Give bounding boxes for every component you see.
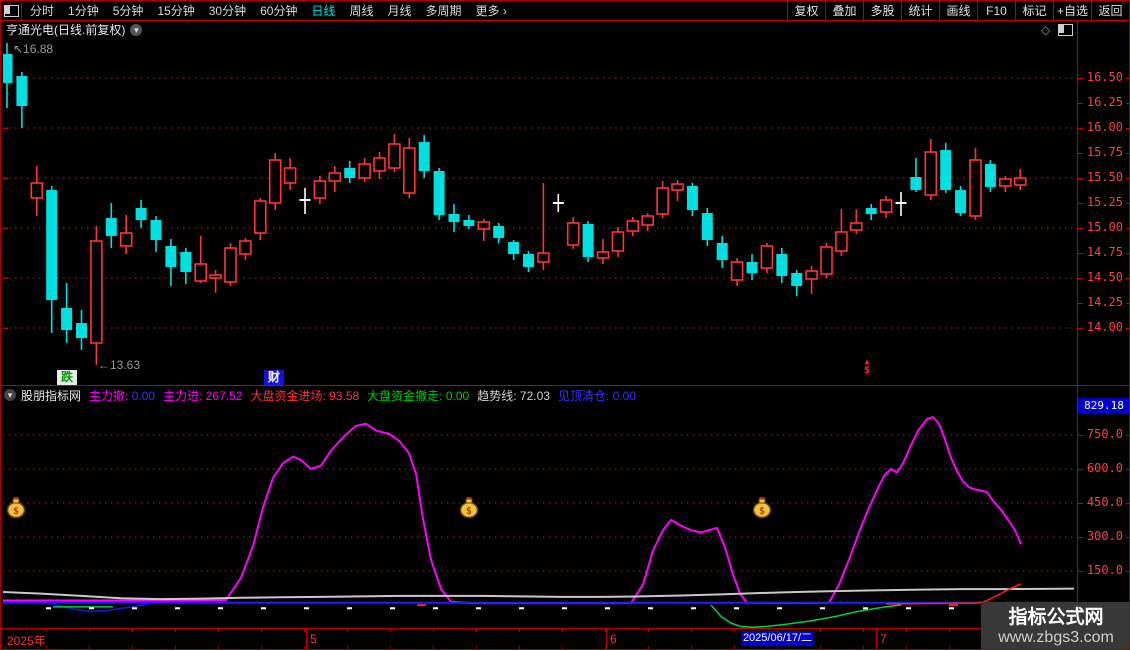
watermark: 指标公式网 www.zbgs3.com: [981, 602, 1129, 649]
period-tab-5分钟[interactable]: 5分钟: [112, 4, 144, 18]
period-tab-多周期[interactable]: 多周期: [425, 4, 462, 18]
indicator-field: 主力撤: 0.00: [89, 388, 156, 403]
indicator-axis-label: 600.0: [1086, 460, 1123, 475]
period-tab-15分钟[interactable]: 15分钟: [157, 4, 195, 18]
price-axis-label: 14.25: [1086, 295, 1123, 309]
date-axis: 2025/06/17/二 2025年 5 6 7: [1, 629, 1129, 649]
period-tab-1分钟[interactable]: 1分钟: [68, 4, 99, 18]
toolbar-button-标记[interactable]: 标记: [1015, 1, 1053, 20]
title-row: 亨通光电(日线.前复权) ▾: [1, 21, 1129, 38]
toolbar-button-返回[interactable]: 返回: [1091, 1, 1129, 20]
toolbar-button-统计[interactable]: 统计: [901, 1, 939, 20]
indicator-field: 大盘资金撤走: 0.00: [367, 388, 470, 403]
date-axis-label: 6: [610, 632, 617, 646]
price-axis-label: 14.00: [1086, 320, 1123, 334]
indicator-field: 趋势线: 72.03: [477, 388, 550, 403]
axis-separator: [1077, 21, 1078, 629]
buy-signal-dollar-icon: ▲ $: [863, 357, 871, 376]
indicator-chart[interactable]: $ $ $: [3, 403, 1076, 629]
price-axis-label: 14.50: [1086, 270, 1123, 284]
indicator-values: 主力撤: 0.00 主力进: 267.52 大盘资金进场: 93.58 大盘资金撤走:…: [81, 387, 636, 403]
svg-text:$: $: [466, 506, 472, 517]
indicator-axis: 750.0 600.0 450.0 300.0 150.0: [1078, 403, 1129, 629]
indicator-axis-label: 150.0: [1086, 562, 1123, 577]
indicator-field: 见顶清仓: 0.00: [557, 388, 636, 403]
price-axis: 16.50 16.25 16.00 15.75 15.50 15.25 15.00 14.75…: [1078, 39, 1129, 386]
highlighted-date: 2025/06/17/二: [741, 631, 814, 646]
toolbar-button-+自选[interactable]: +自选: [1053, 1, 1091, 20]
date-axis-label: 5: [310, 632, 317, 646]
money-bag-icon: $: [6, 497, 26, 519]
svg-text:$: $: [13, 506, 19, 517]
period-tab-分时[interactable]: 分时: [30, 4, 55, 18]
period-toolbar: 分时 1分钟 5分钟 15分钟 30分钟 60分钟 日线 周线 月线 多周期 更多 › 复权 叠加 多股…: [1, 1, 1129, 21]
watermark-site-name: 指标公式网: [1008, 606, 1104, 628]
toolbar-button-F10[interactable]: F10: [977, 1, 1015, 20]
indicator-field: 主力进: 267.52: [163, 388, 243, 403]
diamond-icon[interactable]: ◇: [1041, 23, 1051, 37]
period-tab-60分钟[interactable]: 60分钟: [260, 4, 298, 18]
period-tab-更多 ›[interactable]: 更多 ›: [475, 4, 507, 18]
indicator-axis-max: 829.18: [1078, 398, 1129, 413]
chevron-down-icon[interactable]: ▾: [130, 23, 143, 36]
xaxis-top-line: [1, 628, 1129, 629]
highest-price-annotation: ↖16.88: [13, 42, 54, 56]
toolbar-button-画线[interactable]: 画线: [939, 1, 977, 20]
toolbar-button-多股[interactable]: 多股: [863, 1, 901, 20]
indicator-axis-label: 750.0: [1086, 426, 1123, 441]
pane-divider: [1, 385, 1129, 386]
money-bag-icon: $: [752, 497, 772, 519]
layout-icon[interactable]: [1, 1, 22, 20]
toolbar-button-叠加[interactable]: 叠加: [825, 1, 863, 20]
period-tab-周线[interactable]: 周线: [349, 4, 374, 18]
money-bag-icon: $: [459, 497, 479, 519]
lowest-price-annotation: ←13.63: [98, 358, 141, 372]
toolbar-button-复权[interactable]: 复权: [787, 1, 825, 20]
price-axis-label: 15.50: [1086, 170, 1123, 184]
indicator-axis-label: 450.0: [1086, 494, 1123, 509]
price-axis-label: 15.75: [1086, 145, 1123, 159]
price-axis-label: 16.25: [1086, 95, 1123, 109]
cai-badge: 财: [264, 370, 284, 385]
down-badge: 跌: [57, 370, 77, 385]
action-buttons: 复权 叠加 多股 统计 画线 F10 标记 +自选 返回: [787, 1, 1129, 20]
period-tabs: 分时 1分钟 5分钟 15分钟 30分钟 60分钟 日线 周线 月线 多周期 更多 ›: [22, 2, 507, 19]
indicator-source: 股朋指标网: [21, 388, 82, 403]
price-axis-label: 15.25: [1086, 195, 1123, 209]
indicator-chevron-icon[interactable]: ▾: [4, 389, 16, 401]
price-axis-label: 16.50: [1086, 70, 1123, 84]
date-axis-label: 2025年: [7, 634, 46, 648]
watermark-url: www.zbgs3.com: [998, 628, 1114, 646]
period-tab-日线[interactable]: 日线: [311, 4, 336, 18]
price-axis-label: 15.00: [1086, 220, 1123, 234]
title-right-icons: ◇: [1041, 23, 1074, 37]
indicator-field: 大盘资金进场: 93.58: [250, 388, 360, 403]
candlestick-chart[interactable]: [3, 39, 1076, 386]
panel-layout-icon[interactable]: [1058, 24, 1074, 36]
indicator-axis-label: 300.0: [1086, 528, 1123, 543]
period-tab-月线[interactable]: 月线: [387, 4, 412, 18]
period-tab-30分钟[interactable]: 30分钟: [208, 4, 247, 18]
indicator-header: ▾ 股朋指标网 主力撤: 0.00 主力进: 267.52 大盘资金进场: 93.5…: [1, 387, 1076, 403]
svg-text:$: $: [759, 506, 765, 517]
page-title: 亨通光电(日线.前复权): [6, 23, 126, 37]
price-axis-label: 16.00: [1086, 120, 1123, 134]
price-axis-label: 14.75: [1086, 245, 1123, 259]
date-axis-label: 7: [880, 632, 887, 646]
